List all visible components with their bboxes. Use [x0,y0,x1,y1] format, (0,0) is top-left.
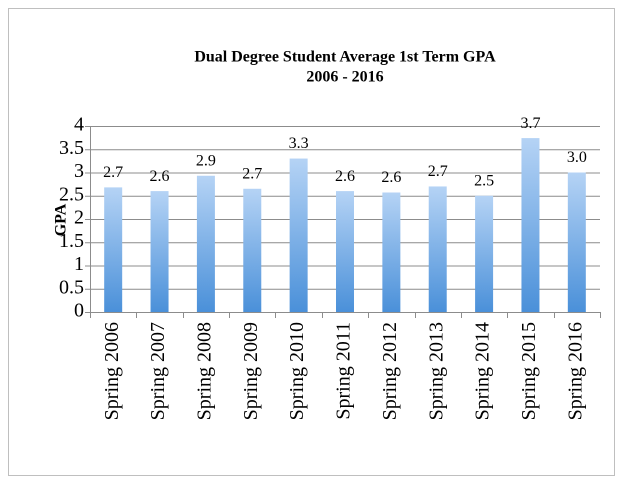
x-tick-label: Spring 2011 [333,322,355,420]
bar [243,188,262,312]
y-tick-label: 1.5 [59,230,84,252]
x-tick-label: Spring 2014 [472,322,494,420]
x-tick-label: Spring 2013 [425,322,447,420]
chart-title: 2006 - 2016 [306,69,383,86]
data-label: 2.6 [381,169,401,186]
chart-title: Dual Degree Student Average 1st Term GPA [194,49,496,66]
x-tick-label: Spring 2016 [564,322,586,420]
data-label: 2.9 [196,152,216,169]
x-tick-label: Spring 2012 [379,322,401,420]
data-label: 2.6 [150,168,170,185]
data-label: 3.0 [567,149,587,166]
y-axis-label: GPA [53,203,70,236]
data-label: 2.7 [428,163,448,180]
bar [521,138,540,312]
bar [475,195,494,312]
y-tick-label: 2.5 [59,183,84,205]
y-tick-label: 0.5 [59,276,84,298]
x-tick-label: Spring 2007 [147,322,169,420]
bar [150,191,169,312]
y-tick-label: 1 [74,253,84,275]
y-tick-label: 3.5 [59,137,84,159]
bar [289,158,308,312]
data-label: 2.7 [242,165,262,182]
x-tick-label: Spring 2009 [240,322,262,420]
x-tick-label: Spring 2008 [194,322,216,420]
data-label: 2.5 [474,172,494,189]
y-tick-label: 3 [74,160,84,182]
bar [567,172,586,312]
bar [336,191,354,312]
x-tick-label: Spring 2006 [101,322,123,420]
x-tick-label: Spring 2015 [518,322,540,420]
data-label: 3.7 [520,115,540,132]
y-tick-label: 4 [74,114,84,136]
bar [382,192,401,312]
bar [104,187,123,312]
y-tick-label: 2 [74,207,84,229]
data-label: 3.3 [289,135,309,152]
bar [428,186,447,312]
data-label: 2.6 [335,168,355,185]
y-tick-label: 0 [74,300,84,322]
bar [196,175,215,312]
x-tick-label: Spring 2010 [286,322,308,420]
data-label: 2.7 [103,164,123,181]
